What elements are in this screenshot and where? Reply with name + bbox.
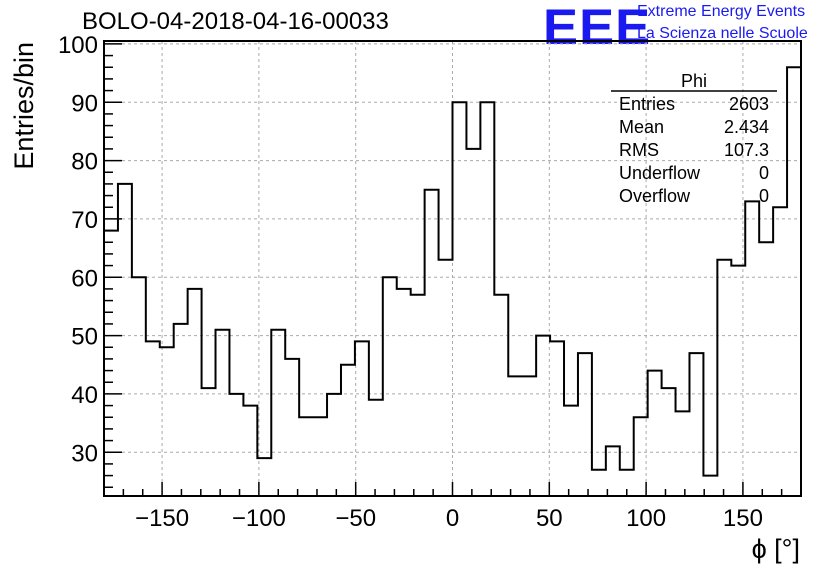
histogram-bin-44 [717, 260, 731, 496]
stats-value-overflow: 0 [759, 186, 769, 206]
y-tick-label-2: 50 [71, 324, 98, 351]
histogram-bin-6 [188, 289, 202, 496]
histogram-bin-48 [773, 207, 787, 496]
stats-value-underflow: 0 [759, 163, 769, 183]
x-tick-label-1: −100 [232, 505, 286, 532]
y-tick-label-3: 60 [71, 265, 98, 292]
histogram-bin-45 [731, 266, 745, 496]
stats-label-overflow: Overflow [619, 186, 691, 206]
histogram-bin-13 [285, 359, 299, 496]
stats-value-mean: 2.434 [724, 117, 769, 137]
histogram-bin-49 [787, 67, 801, 496]
x-tick-label-3: 0 [446, 505, 459, 532]
histogram-bin-42 [689, 353, 703, 496]
histogram-bin-1 [118, 184, 132, 496]
y-tick-label-5: 80 [71, 149, 98, 176]
histogram-bin-9 [229, 394, 243, 496]
histogram-bin-15 [313, 417, 327, 496]
histogram-bin-22 [411, 295, 425, 496]
histogram-bin-32 [550, 341, 564, 496]
y-axis-label: Entries/bin [9, 42, 39, 170]
x-tick-label-5: 100 [626, 505, 666, 532]
histogram-bin-35 [592, 470, 606, 496]
histogram-bin-12 [271, 330, 285, 496]
histogram-bin-30 [522, 376, 536, 496]
histogram-bin-20 [383, 277, 397, 496]
histogram-bin-18 [355, 341, 369, 496]
histogram-bin-26 [466, 149, 480, 496]
y-tick-label-0: 30 [71, 440, 98, 467]
x-tick-label-0: −150 [135, 505, 189, 532]
eee-logo: EEE [543, 0, 652, 55]
histogram-bin-10 [243, 406, 257, 496]
stats-box: Phi Entries 2603 Mean 2.434 RMS 107.3 Underflo… [611, 71, 777, 206]
stats-value-rms: 107.3 [724, 140, 769, 160]
histogram-bins [104, 67, 801, 496]
histogram-bin-31 [536, 336, 550, 496]
histogram-bin-41 [676, 411, 690, 496]
y-tick-label-1: 40 [71, 382, 98, 409]
histogram-bin-47 [759, 242, 773, 496]
histogram-bin-4 [160, 347, 174, 496]
axes: −150 −100 −50 0 50 100 150 30 40 50 60 70 80 90 100 [58, 32, 802, 532]
histogram-bin-27 [480, 102, 494, 496]
histogram-bin-21 [397, 289, 411, 496]
histogram-bin-33 [564, 406, 578, 496]
histogram-bin-7 [202, 388, 216, 496]
stats-label-rms: RMS [619, 140, 659, 160]
histogram-bin-0 [104, 231, 118, 496]
histogram-bin-17 [341, 365, 355, 496]
histogram-bin-3 [146, 341, 160, 496]
histogram-bin-43 [703, 476, 717, 496]
y-tick-label-7: 100 [58, 32, 98, 59]
org-name-line2: La Scienza nelle Scuole [637, 25, 808, 42]
histogram-bin-16 [327, 394, 341, 496]
y-tick-label-4: 70 [71, 207, 98, 234]
x-axis-label: ϕ [°] [752, 534, 800, 564]
chart-title: BOLO-04-2018-04-16-00033 [82, 8, 389, 35]
histogram-bin-40 [662, 388, 676, 496]
histogram-series-line [104, 66, 801, 477]
histogram-bin-28 [494, 295, 508, 496]
histogram-bin-14 [299, 417, 313, 496]
y-tick-label-6: 90 [71, 90, 98, 117]
x-tick-label-4: 50 [536, 505, 563, 532]
org-name-line1: Extreme Energy Events [637, 3, 806, 20]
stats-label-entries: Entries [619, 94, 675, 114]
histogram-bin-36 [606, 446, 620, 496]
histogram-bin-29 [508, 376, 522, 496]
stats-label-mean: Mean [619, 117, 664, 137]
histogram-bin-8 [216, 330, 230, 496]
x-tick-label-6: 150 [723, 505, 763, 532]
histogram-bin-25 [453, 102, 467, 496]
x-tick-label-2: −50 [335, 505, 376, 532]
histogram-bin-5 [174, 324, 188, 496]
stats-rows: Entries 2603 Mean 2.434 RMS 107.3 Underflow 0 Ov… [619, 94, 769, 206]
stats-box-title: Phi [681, 71, 707, 91]
histogram-bin-34 [578, 353, 592, 496]
histogram-bin-23 [425, 190, 439, 496]
histogram-bin-46 [745, 201, 759, 496]
grid-lines [104, 41, 801, 496]
histogram-bin-24 [439, 260, 453, 496]
stats-label-underflow: Underflow [619, 163, 701, 183]
stats-value-entries: 2603 [729, 94, 769, 114]
histogram-bin-2 [132, 277, 146, 496]
histogram-bin-19 [369, 400, 383, 496]
histogram-bin-39 [648, 371, 662, 496]
